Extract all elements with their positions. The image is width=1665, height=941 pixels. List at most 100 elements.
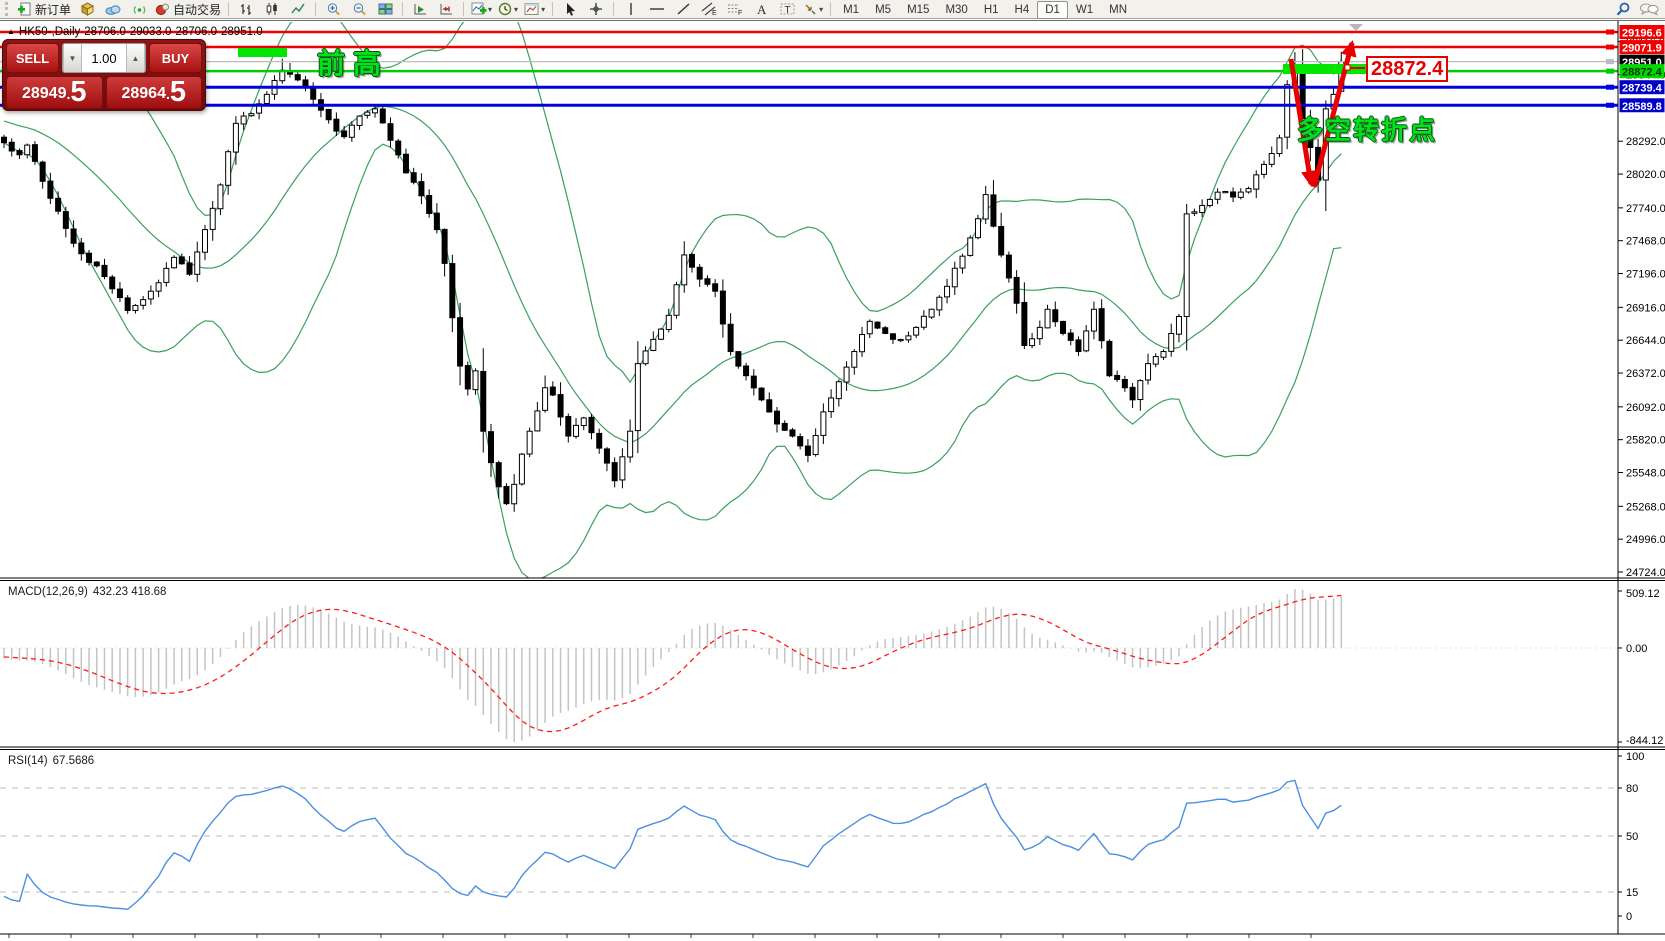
dropdown-caret-icon: ▾ <box>488 4 493 14</box>
buy-price-button[interactable]: 28964. 5 <box>105 76 202 109</box>
price-axis-tick: 25820.0 <box>1626 435 1665 447</box>
rsi-value: 67.5686 <box>52 755 95 767</box>
price-axis-tick: 27740.0 <box>1626 203 1665 215</box>
chart-shift-button[interactable] <box>433 0 459 19</box>
equidistant-channel-icon: E <box>701 2 717 16</box>
volume-input[interactable] <box>82 44 126 72</box>
volume-decrease-button[interactable]: ▼ <box>63 44 82 72</box>
chat-button[interactable] <box>1636 0 1662 19</box>
svg-text:T: T <box>784 5 790 16</box>
timeframe-button-M5[interactable]: M5 <box>875 3 892 16</box>
timeframe-button-H4[interactable]: H4 <box>1014 3 1030 16</box>
trendline-tool-button[interactable] <box>670 0 696 19</box>
crosshair-icon <box>590 3 603 15</box>
bar-close-value: 28951.0 <box>221 26 263 38</box>
rsi-name: RSI(14) <box>8 755 48 767</box>
chart-shift-marker <box>1349 24 1363 31</box>
timeframe-button-M30[interactable]: M30 <box>945 3 968 16</box>
level-price-text: 28739.4 <box>1622 83 1663 95</box>
toolbar-grip <box>5 2 12 16</box>
level-price-text: 28872.4 <box>1622 67 1663 79</box>
timeframe-button-MN[interactable]: MN <box>1109 3 1128 16</box>
fibonacci-icon: F <box>728 4 742 16</box>
tile-windows-icon <box>378 3 393 15</box>
new-order-icon <box>18 2 31 16</box>
macd-axis-min: -844.12 <box>1626 735 1663 747</box>
text-label-tool-button[interactable]: T <box>774 0 800 19</box>
rsi-axis-label: 50 <box>1626 831 1638 843</box>
trendline-icon <box>677 3 690 15</box>
periods-button[interactable]: ▾ <box>495 0 521 19</box>
auto-trading-label: 自动交易 <box>173 2 222 17</box>
cursor-icon <box>566 3 575 16</box>
toolbar-separator <box>315 2 317 16</box>
timeframe-button-M1[interactable]: M1 <box>843 3 860 16</box>
horizontal-line-tool-button[interactable] <box>644 0 670 19</box>
signal-icon <box>133 6 145 14</box>
buy-button[interactable]: BUY <box>149 43 202 73</box>
auto-trading-icon <box>155 3 170 16</box>
macd-axis-zero: 0.00 <box>1626 643 1647 655</box>
timeframe-toolbar: M1 M5 M15 M30 H1 H4 D1 W1 MN <box>835 0 1135 19</box>
vertical-line-tool-button[interactable] <box>618 0 644 19</box>
zoom-out-button[interactable] <box>346 0 372 19</box>
tile-windows-button[interactable] <box>372 0 398 19</box>
arrows-tool-button[interactable]: ▾ <box>800 0 826 19</box>
text-label-icon: T <box>780 3 795 16</box>
level-price-label <box>1619 40 1665 55</box>
chart-symbol-period: HK50-,Daily <box>18 26 81 38</box>
timeframe-button-M15[interactable]: M15 <box>907 3 930 16</box>
templates-icon <box>524 3 539 15</box>
toolbar-separator <box>830 2 832 16</box>
buy-price-decimal: 5 <box>169 76 187 108</box>
crosshair-tool-button[interactable] <box>583 0 609 19</box>
sell-button[interactable]: SELL <box>6 43 59 73</box>
sell-price-dot: . <box>66 86 71 102</box>
channel-tool-button[interactable]: E <box>696 0 722 19</box>
svg-text:A: A <box>757 2 767 16</box>
chart-window: 29116.828844.0509.120.00-844.12100805015… <box>0 20 1665 941</box>
templates-button[interactable]: ▾ <box>521 0 548 19</box>
timeframe-button-W1[interactable]: W1 <box>1075 3 1094 16</box>
one-click-trading-panel: SELL ▼ ▲ BUY 28949.5 28964.5 <box>2 39 206 111</box>
sell-price-decimal: 5 <box>70 76 87 108</box>
price-axis-tick: 26372.0 <box>1626 368 1665 380</box>
price-axis-tick: 26092.0 <box>1626 402 1665 414</box>
timeframe-button-D1[interactable]: D1 <box>1037 0 1068 19</box>
market-watch-button[interactable] <box>74 0 100 19</box>
search-button[interactable] <box>1610 0 1636 19</box>
candlestick-chart-type-button[interactable] <box>259 0 285 19</box>
price-axis-tick: 27196.0 <box>1626 269 1665 281</box>
new-order-button[interactable]: 新订单 <box>14 0 74 19</box>
rsi-axis-label: 80 <box>1626 783 1638 795</box>
chart-shift-icon <box>440 4 452 15</box>
line-chart-type-button[interactable] <box>285 0 311 19</box>
price-axis-tick: 26644.0 <box>1626 335 1665 347</box>
data-window-button[interactable] <box>100 0 126 19</box>
auto-scroll-button[interactable] <box>407 0 433 19</box>
auto-trading-button[interactable]: 自动交易 <box>152 0 224 19</box>
chart-title: ▲ HK50-,Daily 28706.0 29033.0 28706.0 28951.0 <box>7 26 267 38</box>
text-tool-button[interactable]: A <box>748 0 774 19</box>
bar-chart-icon <box>241 4 252 15</box>
volume-increase-button[interactable]: ▲ <box>126 44 145 72</box>
vertical-line-icon <box>630 3 632 15</box>
price-axis-tick: 28292.0 <box>1626 136 1665 148</box>
collapse-panel-triangle-icon[interactable]: ▲ <box>7 27 15 36</box>
macd-histogram <box>3 589 1343 742</box>
cursor-tool-button[interactable] <box>557 0 583 19</box>
price-axis-tick: 25548.0 <box>1626 468 1665 480</box>
fibonacci-tool-button[interactable]: F <box>722 0 748 19</box>
macd-axis-max: 509.12 <box>1626 588 1660 600</box>
timeframe-button-H1[interactable]: H1 <box>983 3 999 16</box>
horizontal-line-icon <box>650 8 665 10</box>
zoom-in-icon <box>327 3 340 16</box>
zoom-in-button[interactable] <box>320 0 346 19</box>
signals-button[interactable] <box>126 0 152 19</box>
chart-canvas[interactable]: 29116.828844.0509.120.00-844.12100805015… <box>0 21 1665 941</box>
sell-price-button[interactable]: 28949. 5 <box>6 76 103 109</box>
bar-chart-type-button[interactable] <box>233 0 259 19</box>
indicators-button[interactable]: ▾ <box>468 0 495 19</box>
svg-text:F: F <box>738 10 742 16</box>
buy-price-dot: . <box>165 86 170 102</box>
